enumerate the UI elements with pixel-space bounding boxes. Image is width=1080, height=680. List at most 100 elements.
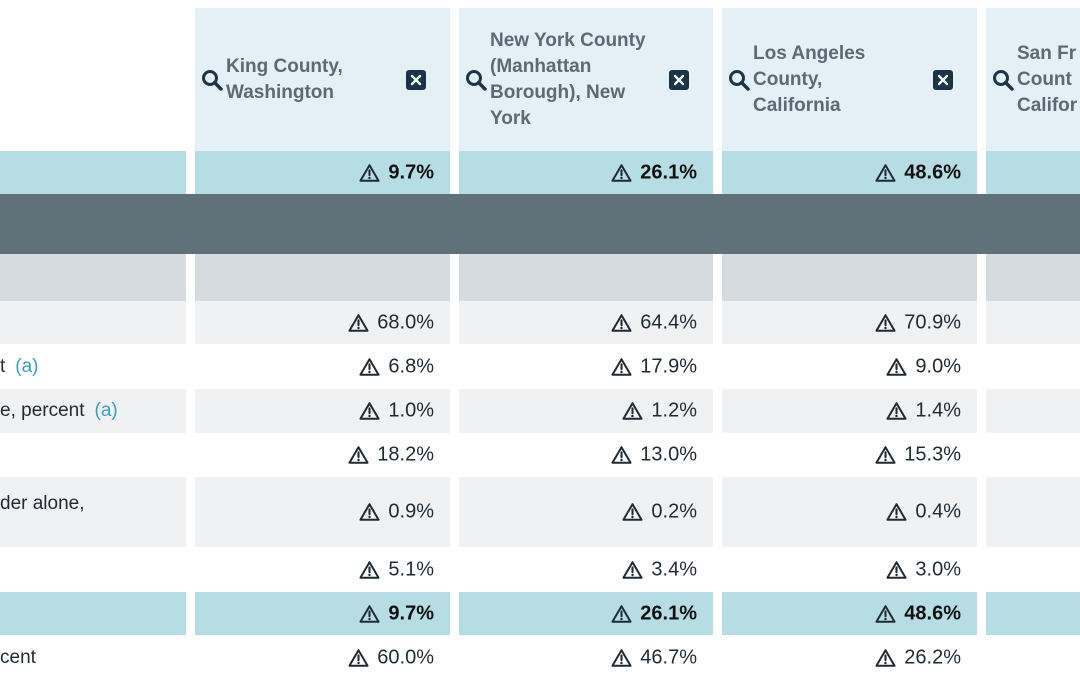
table-cell: 9.0% [722, 344, 977, 389]
column-name-line: King County, [226, 55, 343, 77]
warning-triangle-icon[interactable] [359, 503, 380, 522]
warning-triangle-icon[interactable] [875, 648, 896, 667]
warning-triangle-icon[interactable] [875, 163, 896, 182]
row-label: der alone, [0, 491, 85, 516]
row-label: e, percent (a) [0, 400, 118, 422]
warning-triangle-icon[interactable] [611, 446, 632, 465]
value-text: 1.4% [915, 399, 961, 422]
cell-value: 9.7% [359, 161, 434, 184]
column-header: King County, Washington [195, 8, 450, 151]
column-name-line: County, [753, 68, 823, 90]
table-cell [0, 151, 186, 194]
warning-triangle-icon[interactable] [611, 313, 632, 332]
warning-triangle-icon[interactable] [886, 402, 907, 421]
subsection-header [195, 254, 450, 301]
table-cell: 17.9% [459, 344, 713, 389]
column-name-line: California [753, 94, 841, 116]
table-cell: 68.0% [195, 301, 450, 344]
header-cell: King County, Washington [195, 8, 450, 151]
warning-triangle-icon[interactable] [348, 313, 369, 332]
table-cell: 26.1% [459, 592, 713, 635]
table-cell: 9.7% [195, 151, 450, 194]
close-icon[interactable] [933, 69, 953, 90]
table-cell: 9.7% [195, 592, 450, 635]
column-name: New York County (Manhattan Borough), New Yo… [490, 28, 669, 132]
warning-triangle-icon[interactable] [886, 560, 907, 579]
warning-triangle-icon[interactable] [875, 313, 896, 332]
warning-triangle-icon[interactable] [359, 163, 380, 182]
subsection-header [459, 254, 713, 301]
table-cell: e, percent (a) [0, 389, 186, 433]
value-text: 15.3% [904, 443, 961, 466]
table-cell: 15.3% [722, 433, 977, 477]
row-label-text: cent [0, 646, 36, 668]
header-cell: Los Angeles County, California [722, 8, 977, 151]
table-cell [986, 433, 1080, 477]
column-name: King County, Washington [226, 54, 406, 106]
table-cell: cent [0, 635, 186, 680]
table-cell: 26.1% [459, 151, 713, 194]
search-icon[interactable] [465, 69, 487, 91]
value-text: 9.7% [388, 161, 434, 183]
value-text: 68.0% [377, 311, 434, 333]
warning-triangle-icon[interactable] [886, 357, 907, 376]
cell-value: 26.1% [611, 602, 697, 625]
warning-triangle-icon[interactable] [359, 357, 380, 376]
warning-triangle-icon[interactable] [886, 503, 907, 522]
cell-value: 1.0% [359, 400, 434, 423]
warning-triangle-icon[interactable] [611, 357, 632, 376]
search-icon[interactable] [201, 69, 223, 91]
table-cell: 64.4% [459, 301, 713, 344]
warning-triangle-icon[interactable] [622, 402, 643, 421]
warning-triangle-icon[interactable] [875, 446, 896, 465]
value-text: 9.7% [388, 602, 434, 624]
value-text: 48.6% [904, 602, 961, 624]
value-text: 70.9% [904, 311, 961, 333]
warning-triangle-icon[interactable] [348, 446, 369, 465]
warning-triangle-icon[interactable] [622, 560, 643, 579]
table-cell: 18.2% [195, 433, 450, 477]
value-text: 17.9% [640, 355, 697, 377]
warning-triangle-icon[interactable] [359, 560, 380, 579]
value-text: 9.0% [915, 355, 961, 377]
value-text: 0.4% [915, 500, 961, 523]
row-label: cent [0, 647, 36, 669]
cell-value: 68.0% [348, 311, 434, 334]
cell-value: 70.9% [875, 311, 961, 334]
table-cell: 60.0% [195, 635, 450, 680]
row-label: t (a) [0, 356, 39, 378]
column-name-line: Washington [226, 81, 334, 103]
close-icon[interactable] [669, 69, 689, 90]
column-name-line: Califor [1017, 94, 1078, 116]
cell-value: 1.2% [622, 400, 697, 423]
column-name-line: San Fr [1017, 42, 1077, 64]
table-cell: 3.0% [722, 547, 977, 592]
warning-triangle-icon[interactable] [359, 604, 380, 623]
warning-triangle-icon[interactable] [611, 163, 632, 182]
cell-value: 0.9% [359, 501, 434, 524]
column-name-line: Borough), New [490, 81, 626, 103]
value-text: 6.8% [388, 355, 434, 377]
table-cell [0, 301, 186, 344]
warning-triangle-icon[interactable] [611, 648, 632, 667]
column-header: New York County (Manhattan Borough), New Yo… [459, 8, 713, 151]
warning-triangle-icon[interactable] [622, 503, 643, 522]
search-icon[interactable] [728, 69, 750, 91]
warning-triangle-icon[interactable] [348, 648, 369, 667]
cell-value: 48.6% [875, 602, 961, 625]
table-cell: 48.6% [722, 592, 977, 635]
table-cell [0, 547, 186, 592]
cell-value: 46.7% [611, 646, 697, 669]
cell-value: 0.4% [886, 501, 961, 524]
warning-triangle-icon[interactable] [611, 604, 632, 623]
warning-triangle-icon[interactable] [359, 402, 380, 421]
table-cell: 70.9% [722, 301, 977, 344]
footnote-link[interactable]: (a) [94, 400, 118, 421]
table-cell [986, 301, 1080, 344]
warning-triangle-icon[interactable] [875, 604, 896, 623]
footnote-link[interactable]: (a) [15, 355, 39, 377]
column-name-line: (Manhattan [490, 55, 592, 77]
cell-value: 9.0% [886, 355, 961, 378]
close-icon[interactable] [406, 69, 426, 90]
search-icon[interactable] [992, 69, 1014, 91]
